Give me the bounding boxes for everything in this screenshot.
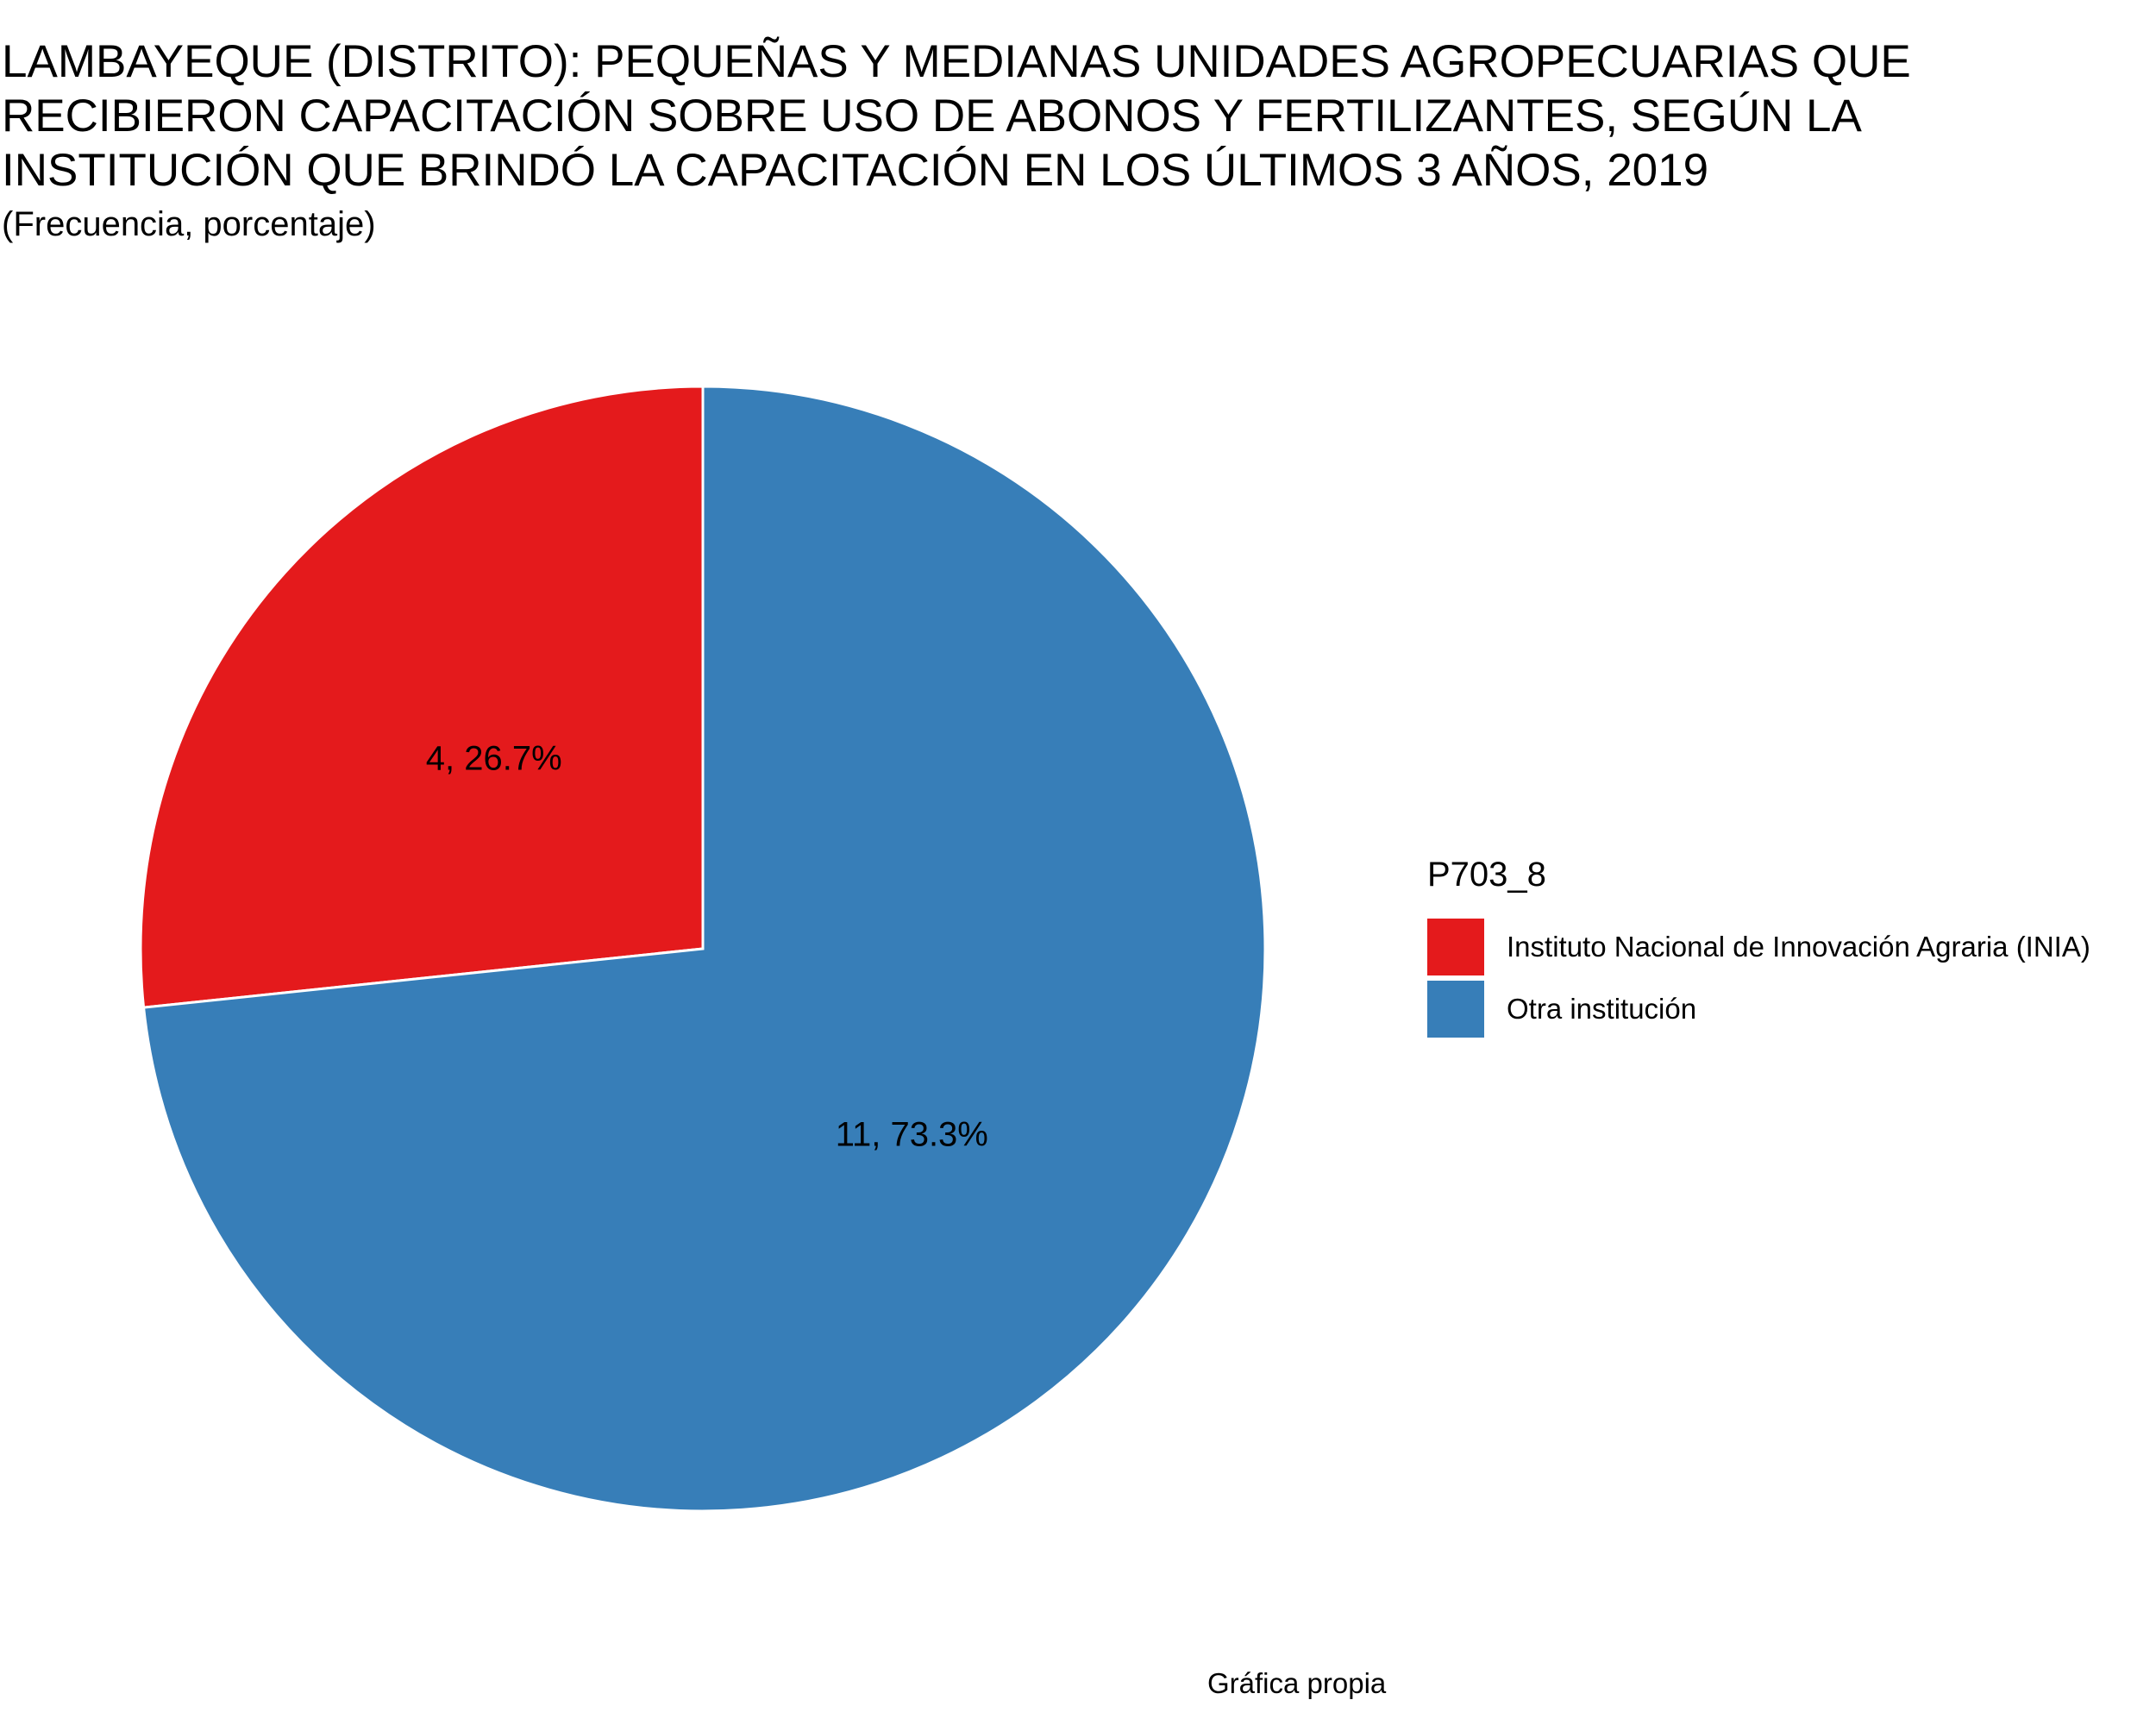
chart-subtitle: (Frecuencia, porcentaje) [2,205,376,243]
pie-labels: 4, 26.7% 11, 73.3% [426,739,988,1153]
legend-label-inia: Instituto Nacional de Innovación Agraria… [1507,931,2090,963]
legend-item-otra: Otra institución [1427,978,2090,1040]
pie-slice-inia [139,385,705,1009]
legend-key-otra [1427,981,1484,1038]
legend-key-inia [1427,919,1484,975]
pie-slice-otra [141,385,1267,1513]
pie-slices [139,385,1267,1513]
chart-title: LAMBAYEQUE (DISTRITO): PEQUEÑAS Y MEDIAN… [2,36,1911,196]
pie-label-inia: 4, 26.7% [426,739,562,777]
legend-label-otra: Otra institución [1507,993,1697,1025]
pie-label-otra: 11, 73.3% [836,1116,988,1154]
legend-title: P703_8 [1427,856,1546,894]
legend-item-inia: Instituto Nacional de Innovación Agraria… [1427,916,2090,978]
chart-caption: Gráfica propia [1207,1667,1387,1699]
legend: P703_8 Instituto Nacional de Innovación … [1427,854,2090,1040]
